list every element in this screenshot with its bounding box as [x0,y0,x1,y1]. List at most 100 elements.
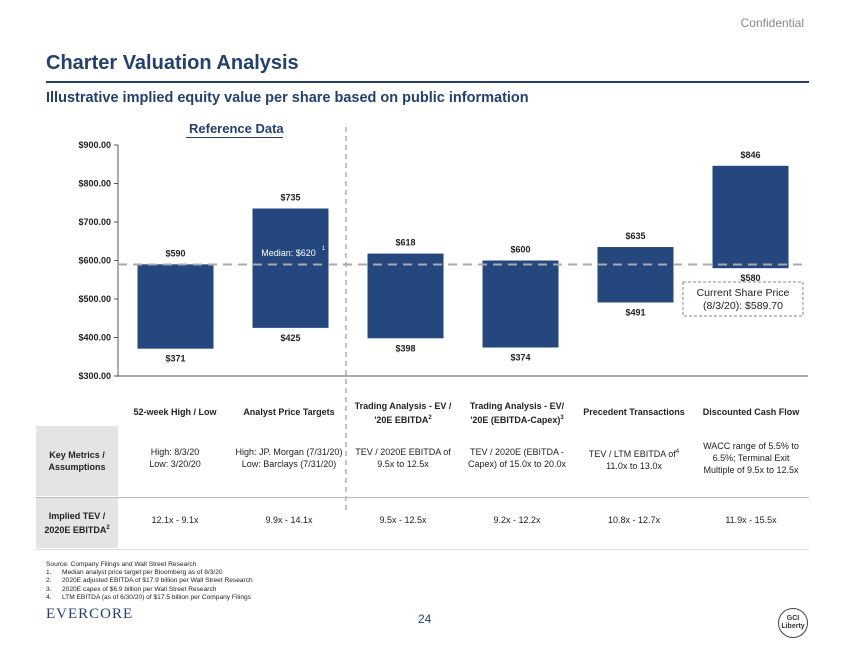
y-tick-label: $800.00 [78,179,111,189]
cell-line: TEV / 2020E EBITDA of [355,447,451,457]
col-head-trading-ebitda-line2: '20E EBITDA2 [346,412,460,426]
table-bottom-divider [36,549,809,550]
valuation-chart: $900.00 $800.00 $700.00 $600.00 $500.00 $400.… [78,127,808,510]
cell-52-week-metrics: High: 8/3/20 Low: 3/20/20 [118,446,232,470]
cell-precedent-tev: 10.8x - 12.7x [607,515,661,525]
y-tick-label: $900.00 [78,140,111,150]
col-head-trading-capex-line1: Trading Analysis - EV/ [469,401,565,411]
bar-high-label: $635 [625,231,645,241]
col-head-trading-ebitda-line1: Trading Analysis - EV / [354,401,452,411]
cell-dcf-metrics: WACC range of 5.5% to 6.5%; Terminal Exi… [694,440,808,476]
y-tick-label: $700.00 [78,217,111,227]
col-head-trading-capex-text: '20E (EBITDA-Capex) [470,415,561,425]
cell-analyst-tev: 9.9x - 14.1x [265,515,313,525]
footnotes: Source: Company Filings and Wall Street … [46,561,253,602]
footnote-source: Source: Company Filings and Wall Street … [46,561,197,568]
row-head-implied-tev: Implied TEV / 2020E EBITDA2 [36,498,118,548]
bar-low-label: $398 [395,343,415,353]
footnote-number: 2. [46,577,52,585]
col-head-trading-ebitda-text: '20E EBITDA [374,415,429,425]
valuation-bar [137,264,214,349]
col-head-trading-capex: Trading Analysis - EV/ '20E (EBITDA-Cape… [460,400,574,426]
footnote-ref-2: 2 [106,525,110,531]
median-label: Median: $620 [261,248,316,258]
bar-high-label: $590 [165,248,185,258]
cell-line: Capex) of 15.0x to 20.0x [467,459,567,469]
cell-line: Low: 3/20/20 [149,459,201,469]
current-price-label-line2: (8/3/20): $589.70 [703,300,783,312]
footnote-text: Median analyst price target per Bloomber… [62,569,223,577]
row-head-label: Implied TEV / 2020E EBITDA [44,511,107,535]
footnote-2: 2. 2020E adjusted EBITDA of $17.9 billion… [46,577,253,585]
cell-trading-ebitda-tev: 9.5x - 12.5x [379,515,427,525]
footnote-text: 2020E adjusted EBITDA of $17.9 billion p… [62,577,253,585]
y-tick-label: $300.00 [78,371,111,381]
y-tick-label: $500.00 [78,294,111,304]
reference-data-label: Reference Data [189,121,284,136]
col-head-analyst: Analyst Price Targets [243,407,335,417]
page-subtitle: Illustrative implied equity value per sh… [46,90,529,106]
col-head-trading-ebitda: Trading Analysis - EV / '20E EBITDA2 [346,400,460,426]
footnote-number: 3. [46,585,52,593]
footnote-text: LTM EBITDA (as of 6/30/20) of $17.5 bill… [62,593,251,601]
valuation-bar [482,260,559,348]
cell-trading-capex-metrics: TEV / 2020E (EBITDA - Capex) of 15.0x to… [460,446,574,470]
footnote-number: 4. [46,593,52,601]
current-price-label-line1: Current Share Price [697,287,790,299]
cell-line: TEV / LTM EBITDA of4 [574,446,694,460]
col-head-52-week: 52-week High / Low [133,407,217,417]
y-tick-label: $600.00 [78,256,111,266]
cell-line: Low: Barclays (7/31/20) [241,459,337,469]
gci-liberty-logo: GCI Liberty [778,608,808,638]
reference-data-underline [186,137,283,138]
current-price-callout-box [682,281,804,317]
footnote-ref-2: 2 [428,415,432,421]
bar-low-label: $580 [740,273,760,283]
cell-line: High: 8/3/20 [150,447,200,457]
gci-logo-line1: GCI [786,615,800,622]
gci-logo-line2: Liberty [781,623,805,630]
evercore-logo: EVERCORE [46,606,134,622]
col-head-trading-capex-line2: '20E (EBITDA-Capex)3 [460,412,574,426]
footnote-3: 3. 2020E capex of $6.9 billion per Wall S… [46,586,253,594]
footnote-ref-3: 3 [560,415,564,421]
bar-low-label: $491 [625,307,645,317]
bar-high-label: $618 [395,238,415,248]
page-title: Charter Valuation Analysis [46,52,299,74]
cell-trading-ebitda-metrics: TEV / 2020E EBITDA of 9.5x to 12.5x [346,446,460,470]
footnote-1: 1. Median analyst price target per Bloomb… [46,569,253,577]
bar-high-label: $600 [510,245,530,255]
footnote-number: 1. [46,569,52,577]
bar-low-label: $425 [280,333,300,343]
title-rule [46,81,809,83]
cell-line: 6.5%; Terminal Exit [712,453,790,463]
cell-precedent-metrics: TEV / LTM EBITDA of4 11.0x to 13.0x [574,446,694,472]
page-number: 24 [418,612,432,626]
y-tick-label: $400.00 [78,333,111,343]
valuation-bar [712,165,789,269]
cell-line: 9.5x to 12.5x [377,459,429,469]
col-head-precedent: Precedent Transactions [583,407,685,417]
table-row-divider [36,497,809,498]
valuation-bar [597,247,674,303]
bar-low-label: $374 [510,353,530,363]
cell-dcf-tev: 11.9x - 15.5x [725,515,777,525]
footnote-text: 2020E capex of $6.9 billion per Wall Str… [62,585,217,593]
row-head-implied-tev-text: Implied TEV / 2020E EBITDA2 [36,510,118,536]
cell-line: WACC range of 5.5% to [703,441,799,451]
cell-line: TEV / 2020E (EBITDA - [469,447,565,457]
median-footnote-ref: 1 [322,246,326,252]
cell-text: TEV / LTM EBITDA of [588,449,676,459]
valuation-bar [252,208,329,328]
col-head-dcf: Discounted Cash Flow [702,407,800,417]
cell-52-week-tev: 12.1x - 9.1x [151,515,199,525]
cell-line: High: JP. Morgan (7/31/20) [235,447,343,457]
cell-trading-capex-tev: 9.2x - 12.2x [493,515,541,525]
row-head-key-metrics: Key Metrics / Assumptions [36,426,118,496]
cell-line: 11.0x to 13.0x [606,461,662,471]
footnote-4: 4. LTM EBITDA (as of 6/30/20) of $17.5 bi… [46,594,253,602]
cell-line: Multiple of 9.5x to 12.5x [703,465,799,475]
valuation-bar [367,253,444,339]
footnote-ref-4: 4 [675,449,680,455]
cell-analyst-metrics: High: JP. Morgan (7/31/20) Low: Barclays… [228,446,350,470]
